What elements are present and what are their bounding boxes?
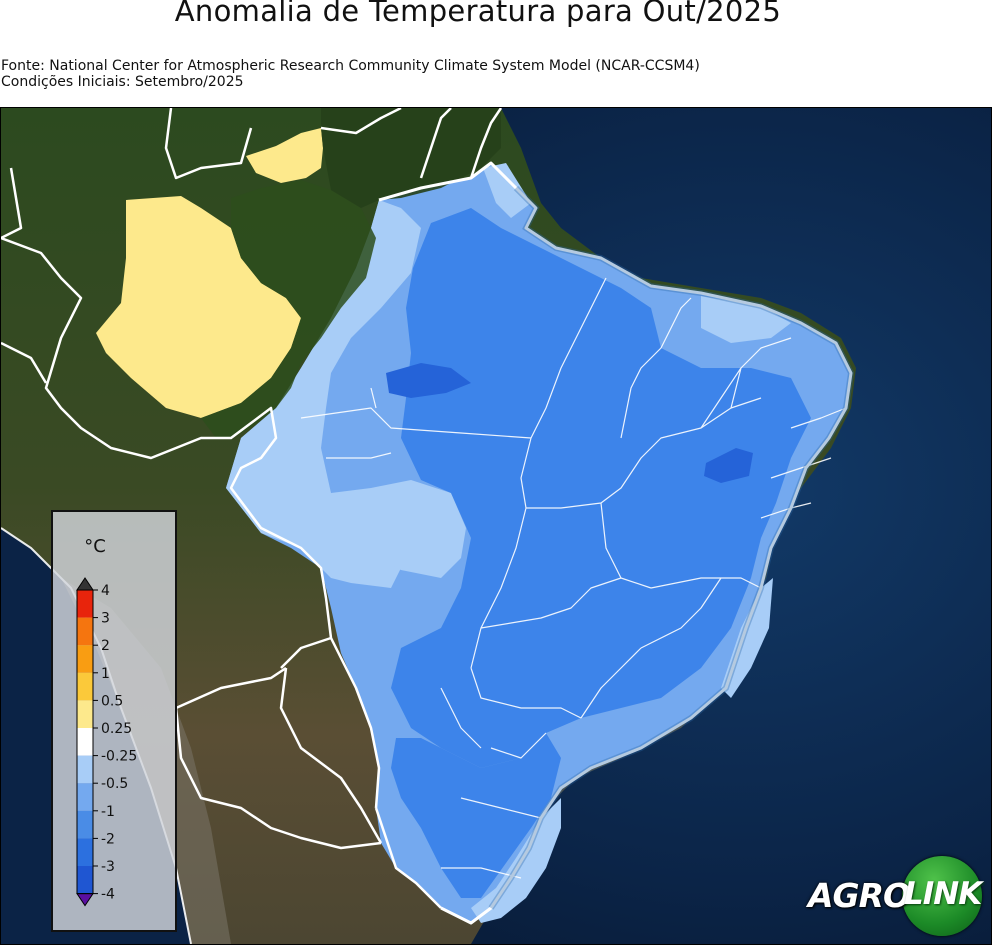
anomaly-area-pos-roraima [246, 128, 323, 183]
anomaly-area-neg1 [391, 208, 811, 768]
logo-text-link: LINK [904, 876, 982, 912]
colorbar-segment [77, 838, 93, 866]
colorbar-tick-label: -2 [101, 831, 115, 847]
colorbar-tick-label: -3 [101, 859, 115, 875]
colorbar-tick-label: -1 [101, 804, 115, 820]
colorbar-over-arrow [76, 577, 94, 591]
country-border-guianas [164, 108, 503, 180]
agrolink-logo: AGRO LINK [806, 856, 982, 936]
anomaly-area-neg1-south [391, 733, 561, 898]
forest-area [201, 180, 376, 438]
colorbar-tick-label: 2 [101, 638, 110, 654]
colorbar-segment [77, 755, 93, 784]
colorbar-segment [77, 617, 93, 646]
colorbar-tick-label: 0.5 [101, 693, 123, 709]
logo-text-agro: AGRO [808, 876, 911, 915]
map-title: Anomalia de Temperatura para Out/2025 [174, 0, 782, 28]
forest-area-north [321, 108, 501, 208]
anomaly-area-neg0.25-center [331, 480, 466, 578]
colorbar-segment [77, 728, 93, 756]
colorbar-tick-label: 0.25 [101, 721, 132, 737]
colorbar-segment [77, 866, 93, 894]
map-metadata: Fonte: National Center for Atmospheric R… [1, 58, 700, 90]
anomaly-area-pos-amazon [96, 196, 301, 418]
initial-conditions-text: Condições Iniciais: Setembro/2025 [1, 74, 244, 90]
anomaly-area-neg0.25-south [471, 798, 561, 923]
colorbar-segment [77, 590, 93, 618]
country-border-west [1, 236, 381, 809]
colorbar-tick-label: -0.25 [101, 749, 137, 765]
colorbar-segment [77, 700, 93, 728]
country-border-bolivia-argentina [174, 666, 382, 850]
colorbar-segment [77, 645, 93, 673]
legend-unit: °C [84, 536, 106, 557]
brazil-outline [378, 161, 853, 925]
colorbar-tick-label: -0.5 [101, 776, 128, 792]
colorbar-frame [76, 589, 94, 895]
colorbar-segment [77, 672, 93, 701]
colorbar-segment [77, 783, 93, 811]
colorbar-tick-label: -4 [101, 887, 115, 903]
anomaly-area-neg0.25-north [483, 163, 531, 218]
colorbar: 4 3 2 1 0.5 0.25 -0.25 -0.5 -1 -2 -3 -4 [76, 577, 137, 907]
colorbar-tick-label: 4 [101, 583, 110, 599]
colorbar-segment [77, 810, 93, 839]
colorbar-tick-label: 1 [101, 666, 110, 682]
colorbar-under-arrow [76, 893, 94, 907]
anomaly-area-neg0.25-northeast [701, 296, 791, 343]
colorbar-legend: °C 4 3 2 1 0.5 0.25 -0.25 -0.5 -1 -2 -3 -4 [51, 510, 177, 932]
anomaly-area-neg2-north [386, 363, 471, 398]
country-border-paraguay [279, 636, 442, 909]
continental-shelf [488, 185, 855, 910]
source-text: Fonte: National Center for Atmospheric R… [1, 58, 700, 74]
anomaly-area-neg2-northeast [704, 448, 753, 483]
borders [1, 108, 853, 944]
state-borders [300, 277, 847, 879]
logo-circle-icon [902, 856, 982, 936]
country-border-colombia [1, 167, 48, 384]
colorbar-tick-label: 3 [101, 611, 110, 627]
anomaly-area-neg0.25-west [226, 200, 421, 588]
